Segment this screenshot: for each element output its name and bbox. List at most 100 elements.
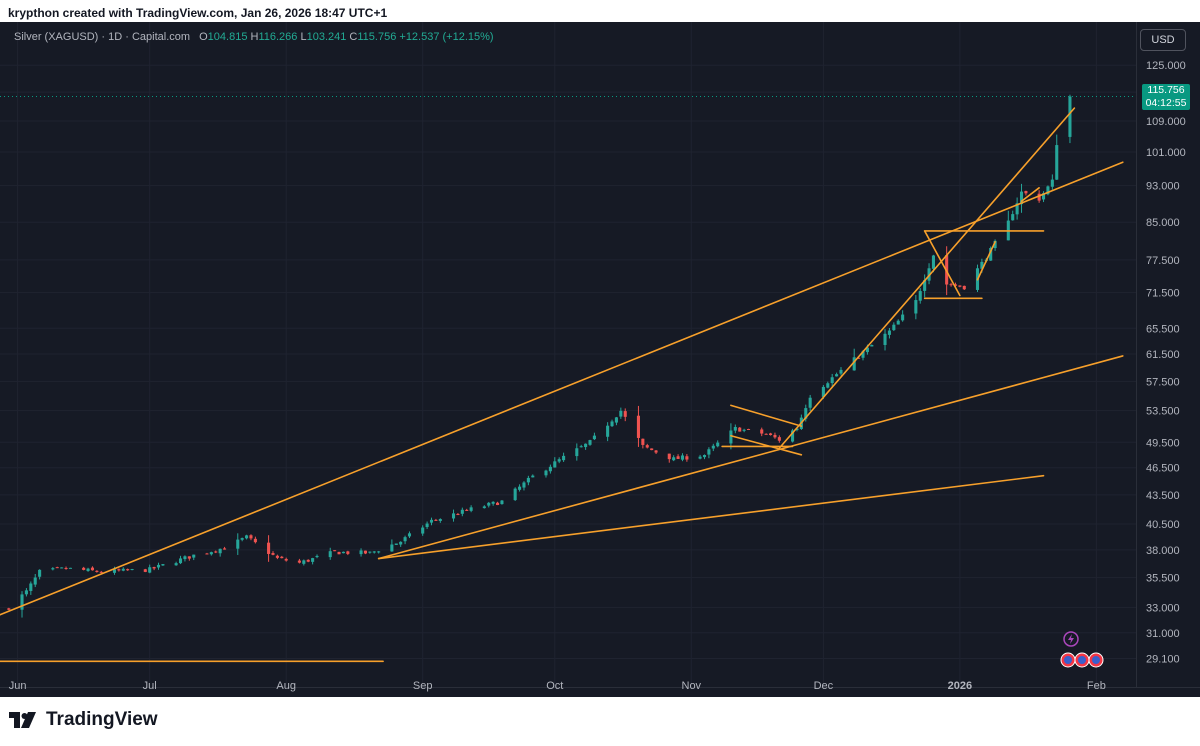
candle-body[interactable] xyxy=(901,314,905,321)
candle-body[interactable] xyxy=(183,556,187,560)
candle-body[interactable] xyxy=(1019,191,1024,205)
candle-body[interactable] xyxy=(650,448,654,451)
candle-body[interactable] xyxy=(51,568,55,570)
candle-body[interactable] xyxy=(1037,193,1041,201)
candle-body[interactable] xyxy=(187,556,191,559)
candle-body[interactable] xyxy=(192,554,196,558)
candle-body[interactable] xyxy=(707,449,711,455)
currency-button[interactable]: USD xyxy=(1140,29,1186,51)
trendline[interactable] xyxy=(976,241,996,281)
candle-body[interactable] xyxy=(372,551,376,553)
candle-body[interactable] xyxy=(588,440,592,445)
candle-body[interactable] xyxy=(95,570,99,572)
candle-body[interactable] xyxy=(931,255,935,269)
candle-body[interactable] xyxy=(667,453,671,460)
candle-body[interactable] xyxy=(592,435,596,440)
candle-body[interactable] xyxy=(584,443,588,448)
symbol-legend[interactable]: Silver (XAGUSD) · 1D · Capital.com O104.… xyxy=(14,30,494,44)
candle-body[interactable] xyxy=(377,551,381,553)
candle-body[interactable] xyxy=(223,548,227,550)
candle-body[interactable] xyxy=(434,519,438,521)
candle-body[interactable] xyxy=(654,450,658,453)
candle-body[interactable] xyxy=(328,551,332,558)
candle-body[interactable] xyxy=(284,558,288,561)
candle-body[interactable] xyxy=(738,427,742,432)
candle-body[interactable] xyxy=(914,300,918,314)
candle-body[interactable] xyxy=(148,567,152,573)
candle-body[interactable] xyxy=(672,457,676,461)
candle-body[interactable] xyxy=(993,240,997,249)
candle-body[interactable] xyxy=(548,466,552,472)
candle-body[interactable] xyxy=(918,291,922,301)
candle-body[interactable] xyxy=(271,553,275,555)
candle-body[interactable] xyxy=(764,433,768,435)
trendline[interactable] xyxy=(730,434,803,456)
candle-body[interactable] xyxy=(341,551,345,554)
candle-body[interactable] xyxy=(614,417,618,423)
candle-body[interactable] xyxy=(7,608,11,610)
candle-body[interactable] xyxy=(526,477,530,483)
candle-body[interactable] xyxy=(302,560,306,564)
candle-body[interactable] xyxy=(205,553,209,555)
candle-body[interactable] xyxy=(1041,193,1046,200)
candle-body[interactable] xyxy=(513,488,517,501)
candle-body[interactable] xyxy=(619,410,623,417)
candle-body[interactable] xyxy=(645,445,649,448)
candle-body[interactable] xyxy=(487,502,491,506)
candle-body[interactable] xyxy=(240,538,244,540)
candle-body[interactable] xyxy=(949,284,953,286)
trendline[interactable] xyxy=(923,230,961,297)
candle-body[interactable] xyxy=(33,577,37,585)
candle-body[interactable] xyxy=(606,425,610,437)
candle-body[interactable] xyxy=(315,555,319,558)
candle-body[interactable] xyxy=(363,550,367,554)
candle-body[interactable] xyxy=(64,567,68,569)
candle-body[interactable] xyxy=(835,374,839,377)
candle-body[interactable] xyxy=(676,456,680,459)
candle-body[interactable] xyxy=(236,539,240,549)
candle-body[interactable] xyxy=(1050,179,1054,187)
candle-body[interactable] xyxy=(562,455,566,461)
candle-body[interactable] xyxy=(522,482,526,488)
candle-body[interactable] xyxy=(680,455,685,460)
candle-body[interactable] xyxy=(161,564,165,566)
candle-body[interactable] xyxy=(24,590,28,595)
candle-body[interactable] xyxy=(86,568,90,572)
candle-body[interactable] xyxy=(359,550,363,555)
candle-body[interactable] xyxy=(126,569,130,571)
candle-body[interactable] xyxy=(112,569,117,573)
candle-body[interactable] xyxy=(214,551,218,553)
trendline[interactable] xyxy=(778,107,1076,449)
candle-body[interactable] xyxy=(1024,191,1028,194)
candle-body[interactable] xyxy=(152,567,156,569)
candle-body[interactable] xyxy=(117,569,121,571)
candle-body[interactable] xyxy=(280,556,284,559)
candle-body[interactable] xyxy=(1068,96,1072,137)
symbol-name[interactable]: Silver (XAGUSD) · 1D · Capital.com xyxy=(14,31,191,43)
candle-body[interactable] xyxy=(711,445,715,449)
candle-body[interactable] xyxy=(253,538,257,543)
candle-body[interactable] xyxy=(989,247,993,261)
candle-body[interactable] xyxy=(121,568,125,571)
candle-body[interactable] xyxy=(82,567,86,570)
candle-body[interactable] xyxy=(311,558,315,562)
candle-body[interactable] xyxy=(896,320,900,325)
candle-body[interactable] xyxy=(390,544,394,552)
candle-body[interactable] xyxy=(346,551,350,554)
candle-body[interactable] xyxy=(29,583,33,591)
candle-body[interactable] xyxy=(68,567,72,569)
candle-body[interactable] xyxy=(544,470,548,476)
candle-body[interactable] xyxy=(482,506,486,509)
candle-body[interactable] xyxy=(368,551,372,553)
candle-body[interactable] xyxy=(623,411,627,417)
economic-event-icons[interactable] xyxy=(1060,652,1104,668)
candle-body[interactable] xyxy=(460,509,464,514)
candle-body[interactable] xyxy=(518,486,522,490)
candle-body[interactable] xyxy=(20,594,24,610)
candle-body[interactable] xyxy=(746,429,751,431)
candle-body[interactable] xyxy=(399,541,403,545)
candle-body[interactable] xyxy=(791,430,795,442)
candle-body[interactable] xyxy=(218,548,222,554)
candle-body[interactable] xyxy=(156,564,161,568)
candle-body[interactable] xyxy=(777,437,781,441)
